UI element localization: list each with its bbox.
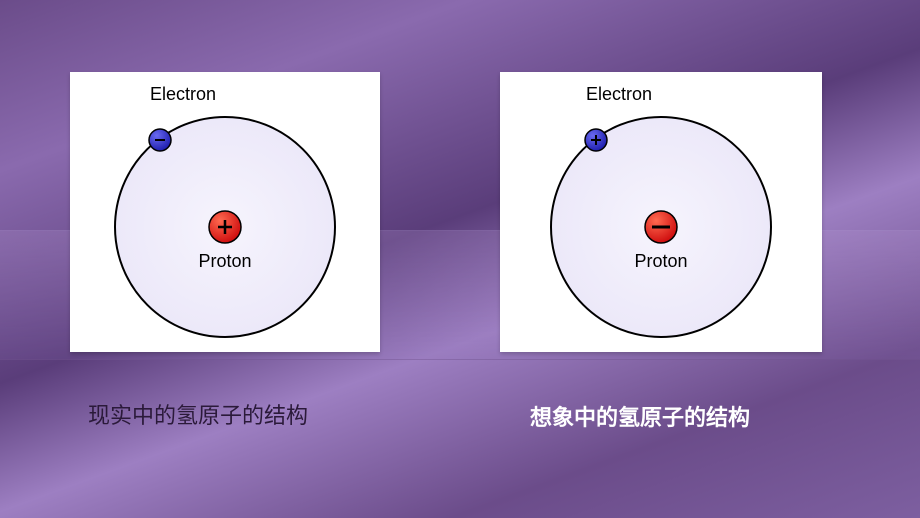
panel-real-atom: Electron Proton bbox=[70, 72, 380, 352]
proton-label: Proton bbox=[634, 251, 687, 271]
electron-label: Electron bbox=[586, 84, 652, 104]
caption-imagined: 想象中的氢原子的结构 bbox=[530, 400, 750, 432]
electron-label: Electron bbox=[150, 84, 216, 104]
caption-real: 现实中的氢原子的结构 bbox=[88, 398, 308, 430]
atom-diagram-real: Electron Proton bbox=[70, 72, 380, 352]
proton-label: Proton bbox=[198, 251, 251, 271]
panel-imagined-atom: Electron Proton bbox=[500, 72, 822, 352]
atom-diagram-imagined: Electron Proton bbox=[500, 72, 822, 352]
